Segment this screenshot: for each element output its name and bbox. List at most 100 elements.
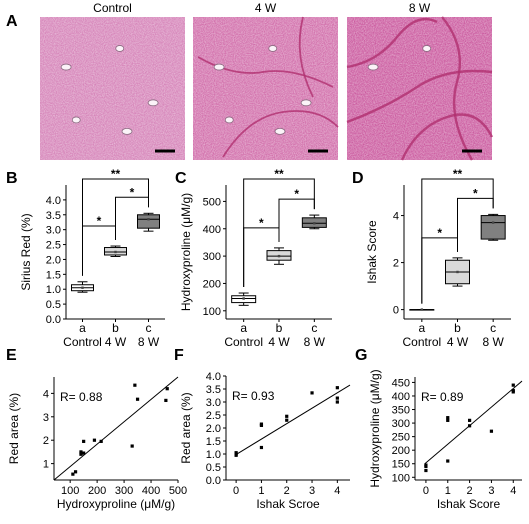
- x-tick-label: 400: [142, 485, 160, 497]
- data-point: [446, 459, 450, 463]
- significance-bracket: *: [82, 214, 116, 276]
- x-tick-label: 100: [61, 485, 79, 497]
- y-tick-label: 3.0: [206, 397, 221, 409]
- y-axis-label: Red area (%): [179, 392, 193, 463]
- x-tick-label: Control: [224, 335, 263, 349]
- category-letter: a: [418, 321, 425, 335]
- micrograph-2: 4 W: [193, 1, 339, 160]
- vessel: [147, 99, 159, 107]
- vessel: [60, 63, 72, 71]
- data-point: [335, 386, 339, 390]
- box-body: [480, 215, 506, 240]
- panel-label-a: A: [6, 13, 18, 30]
- vessel: [422, 45, 432, 52]
- data-point: [446, 418, 450, 422]
- chart-b: B 0.0 0.5 1.0 1.5 2.0 2.5 3.0 3.5 4.0 Sirius Red (…: [6, 167, 165, 349]
- box-2: [445, 257, 470, 287]
- data-point: [82, 451, 86, 455]
- box-1: [231, 292, 257, 306]
- y-tick-label: 1: [43, 459, 49, 471]
- category-letter: c: [311, 321, 317, 335]
- correlation-annotation: R= 0.93: [232, 389, 275, 403]
- fibrous-septum: [400, 113, 494, 161]
- data-point: [489, 429, 494, 433]
- vessel: [224, 116, 234, 124]
- bracket-line: [82, 178, 149, 276]
- y-tick-label: 2.5: [206, 410, 221, 422]
- tissue-texture: [193, 17, 338, 160]
- vessel: [121, 127, 133, 135]
- data-point: [335, 400, 339, 404]
- x-tick-label: 2: [467, 485, 473, 497]
- y-tick-label: 100: [203, 306, 221, 318]
- significance-label: *: [259, 216, 264, 230]
- micrograph-title: 8 W: [409, 1, 431, 15]
- mean-marker: [491, 221, 495, 224]
- data-point: [467, 418, 472, 422]
- category-letter: b: [454, 321, 461, 335]
- y-tick-label: 1.5: [46, 269, 61, 281]
- x-tick-label: 4 W: [268, 335, 290, 349]
- y-tick-label: 0.0: [46, 314, 61, 326]
- vessel: [115, 45, 125, 52]
- significance-bracket: *: [278, 187, 315, 242]
- data-point: [92, 438, 97, 442]
- x-axis-label: Ishak Score: [437, 497, 501, 511]
- mean-marker: [456, 270, 459, 274]
- data-point: [259, 445, 264, 450]
- data-point: [285, 414, 289, 418]
- tissue-texture: [40, 17, 185, 160]
- chart-f: F 0.00.51.01.52.02.53.03.54.0 Red area (%)…: [174, 347, 351, 511]
- y-tick-label: 150: [392, 459, 410, 471]
- panel-label: C: [175, 170, 187, 187]
- y-tick-label: 400: [203, 224, 221, 236]
- significance-label: *: [294, 187, 299, 201]
- mean-marker: [81, 286, 84, 289]
- box-3: [301, 214, 327, 230]
- data-point: [310, 391, 314, 395]
- y-tick-label: 3.5: [206, 384, 221, 396]
- data-point: [285, 418, 289, 422]
- y-tick-label: 2.0: [206, 423, 221, 435]
- chart-e: E 1 2 3 4 Red area (%) 100 200 300 400 500Hydroxyp…: [6, 347, 187, 511]
- y-tick-label: 4.0: [46, 195, 61, 207]
- bracket-line: [421, 178, 494, 304]
- x-tick-label: 200: [88, 485, 106, 497]
- fibrous-septum: [441, 16, 474, 161]
- bracket-line: [243, 178, 315, 288]
- micrograph-1: Control: [40, 1, 185, 160]
- category-letter: a: [79, 321, 86, 335]
- category-letter: b: [112, 321, 119, 335]
- data-point: [234, 453, 238, 457]
- mean-marker: [114, 250, 117, 254]
- chart-c: C 100 200 300 400 500 Hydroxyproline (μM/g) aCo…: [175, 167, 332, 349]
- chart-g: G100150200250300350400450Hydroxyproline …: [355, 347, 523, 511]
- panel-label: F: [174, 347, 184, 364]
- mean-marker: [242, 297, 245, 300]
- significance-bracket: **: [82, 167, 149, 276]
- panel-label: B: [6, 170, 18, 187]
- data-point: [79, 450, 83, 454]
- x-tick-label: Control: [63, 335, 102, 349]
- y-tick-label: 0.5: [206, 462, 221, 474]
- box-2: [104, 245, 127, 257]
- x-tick-label: 4 W: [105, 335, 127, 349]
- y-tick-label: 350: [392, 405, 410, 417]
- category-letter: c: [490, 321, 496, 335]
- vessel: [268, 45, 278, 52]
- data-point: [511, 383, 515, 387]
- x-tick-label: 8 W: [138, 335, 160, 349]
- x-axis-label: Hydroxyproline (μM/g): [57, 497, 175, 511]
- x-tick-label: 300: [115, 485, 133, 497]
- x-tick-label: 2: [284, 485, 290, 497]
- y-tick-label: 1.5: [206, 436, 221, 448]
- x-tick-label: 3: [309, 485, 315, 497]
- y-tick-label: 4: [43, 388, 49, 400]
- fit-line: [53, 376, 179, 481]
- y-axis-label: Ishak Score: [365, 220, 379, 284]
- y-tick-label: 300: [392, 418, 410, 430]
- data-point: [234, 451, 238, 455]
- significance-label: **: [111, 167, 121, 181]
- y-tick-label: 2.0: [46, 254, 61, 266]
